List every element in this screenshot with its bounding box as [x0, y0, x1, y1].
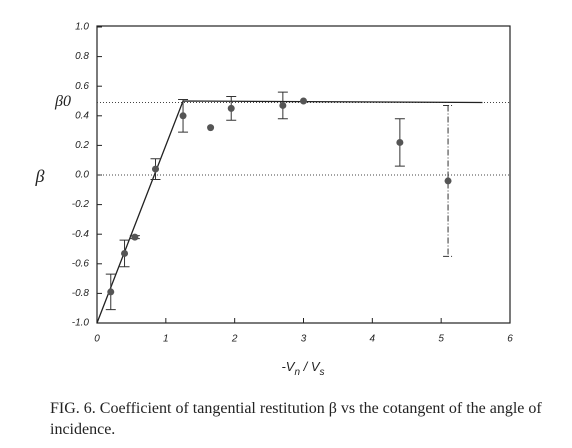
data-point	[444, 177, 452, 185]
y-tick-label: 0.2	[75, 140, 89, 151]
x-tick-label: 6	[507, 334, 513, 345]
data-point	[227, 104, 235, 112]
x-axis-label: -Vn / Vs	[281, 359, 324, 377]
y-tick-label: 0.8	[75, 51, 89, 62]
annotation: β0	[54, 93, 71, 110]
y-tick-label: -0.6	[72, 258, 90, 269]
x-tick-label: 4	[370, 334, 376, 345]
x-label-part: -V	[281, 359, 295, 374]
x-label-part: s	[320, 367, 325, 378]
x-tick-label: 3	[301, 334, 307, 345]
caption: FIG. 6. Coefficient of tangential restit…	[50, 400, 542, 438]
data-point	[107, 288, 115, 296]
y-tick-label: -0.4	[72, 229, 90, 240]
y-tick-label: 1.0	[75, 22, 89, 33]
y-tick-label: -1.0	[72, 318, 90, 329]
data-point	[179, 112, 187, 120]
x-tick-label: 0	[94, 334, 100, 345]
x-tick-label: 2	[231, 334, 238, 345]
y-tick-label: 0.6	[75, 81, 89, 92]
chart: β -Vn / Vs -1.0 -0.8 -0.6 -0.4 -0.2 0.0 0.2 0.4…	[35, 22, 514, 378]
data-point	[121, 249, 129, 257]
y-tick-label: -0.2	[72, 199, 90, 210]
error-bar	[443, 104, 454, 257]
y-tick-label: 0.4	[75, 110, 89, 121]
x-tick-label: 5	[438, 334, 444, 345]
y-tick-label: -0.8	[72, 288, 90, 299]
data-point	[131, 233, 139, 241]
x-label-part: n	[294, 367, 300, 378]
data-point	[396, 138, 404, 146]
data-point	[152, 165, 160, 173]
x-label-part: / V	[300, 359, 321, 374]
x-tick-label: 1	[163, 334, 169, 345]
y-axis-label: β	[35, 166, 45, 186]
data-point	[207, 124, 215, 132]
y-tick-label: 0.0	[75, 170, 89, 181]
data-point	[279, 101, 287, 109]
model-line	[96, 100, 483, 324]
data-point	[300, 97, 307, 105]
